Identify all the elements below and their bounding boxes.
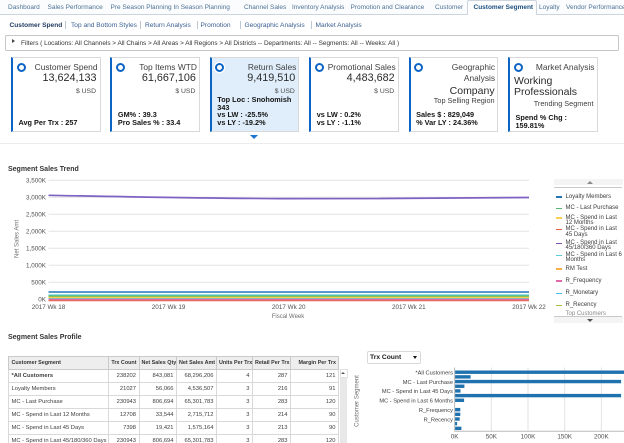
svg-text:0K: 0K — [38, 297, 47, 304]
svg-text:2,000K: 2,000K — [26, 229, 47, 236]
svg-text:2017 Wk 20: 2017 Wk 20 — [272, 304, 306, 311]
svg-text:R_Recency: R_Recency — [424, 417, 454, 423]
svg-text:3,000K: 3,000K — [26, 195, 47, 202]
svg-text:2,500K: 2,500K — [26, 212, 47, 219]
svg-text:Customer Segment: Customer Segment — [355, 375, 361, 427]
svg-text:2017 Wk 22: 2017 Wk 22 — [512, 304, 546, 311]
svg-text:MC - Last Purchase: MC - Last Purchase — [403, 380, 453, 386]
svg-text:MC - Spend in Last 45 Days: MC - Spend in Last 45 Days — [382, 389, 453, 395]
svg-text:1,500K: 1,500K — [26, 246, 47, 253]
svg-text:100K: 100K — [521, 434, 537, 441]
svg-text:Fiscal Week: Fiscal Week — [272, 314, 306, 320]
svg-text:2017 Wk 21: 2017 Wk 21 — [392, 304, 426, 311]
svg-text:*All Customers: *All Customers — [415, 370, 453, 376]
svg-text:1,000K: 1,000K — [26, 263, 47, 270]
svg-text:R_Frequency: R_Frequency — [419, 408, 453, 414]
svg-text:3,500K: 3,500K — [26, 178, 47, 185]
svg-text:MC - Spend in Last 6 Months: MC - Spend in Last 6 Months — [379, 399, 453, 405]
svg-text:150K: 150K — [557, 434, 573, 441]
svg-text:2017 Wk 18: 2017 Wk 18 — [32, 304, 66, 311]
svg-text:500K: 500K — [31, 280, 47, 287]
svg-text:50K: 50K — [486, 434, 498, 441]
svg-text:0K: 0K — [451, 434, 460, 441]
svg-text:Net Sales Amt: Net Sales Amt — [15, 220, 21, 258]
svg-text:200K: 200K — [594, 434, 610, 441]
svg-text:2017 Wk 19: 2017 Wk 19 — [152, 304, 186, 311]
